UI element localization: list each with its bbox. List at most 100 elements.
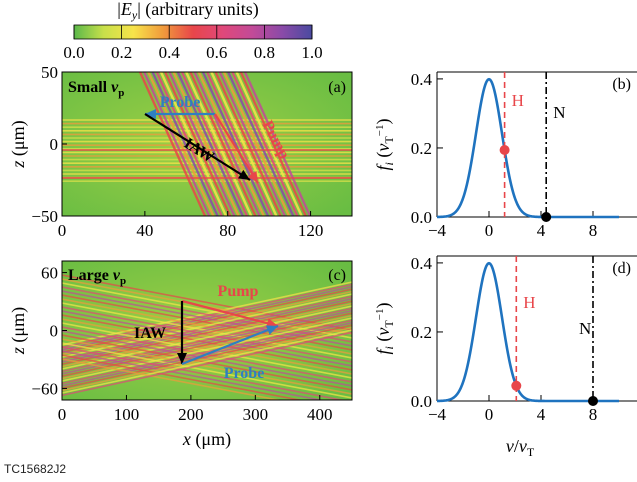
colorbar-bar — [73, 24, 313, 40]
beam-stripe — [62, 310, 352, 375]
heatmap-c-beams — [62, 274, 352, 400]
beam-stripe — [62, 329, 352, 394]
beam-stripe — [172, 72, 240, 216]
y-tick-label: 0.0 — [411, 392, 432, 411]
beam-stripe — [138, 72, 207, 216]
y-tick-label: 0.2 — [411, 139, 432, 158]
panel-c-letter: (c) — [328, 267, 346, 284]
beam-stripe — [222, 72, 291, 216]
arrow-iaw — [144, 113, 251, 181]
beam-stripe — [62, 358, 283, 400]
x-tick-label: 200 — [178, 405, 204, 424]
beam-stripe — [62, 322, 352, 379]
beam-stripe — [218, 72, 286, 216]
colorbar-tick-label: 0.0 — [63, 43, 84, 62]
x-tick-label: −4 — [428, 405, 447, 424]
y-tick-label: 0.4 — [411, 70, 433, 89]
arrow-pump — [214, 113, 259, 184]
colorbar-tick-label: 1.0 — [301, 43, 322, 62]
beam-stripe — [235, 72, 303, 216]
beam-stripe — [227, 72, 295, 216]
colorbar: |Ey| (arbitrary units) 0.0 0.2 0.4 0.6 0.8 1.… — [63, 0, 322, 62]
beam-stripe — [155, 72, 223, 216]
beam-stripe — [62, 326, 352, 392]
y-axis-label: z (μm) — [8, 307, 29, 355]
colorbar-tick-label: 0.2 — [111, 43, 132, 62]
annotation-probe: Probe — [224, 365, 265, 382]
plot-d: −4 0 4 8 0.4 0.2 0.0 fi (vT−1) H N (d) — [373, 254, 637, 424]
y-tick-label: 0.4 — [411, 254, 433, 273]
beam-stripe — [62, 331, 352, 397]
marker-H — [511, 380, 522, 391]
beam-stripe — [206, 72, 274, 216]
colorbar-ticks: 0.0 0.2 0.4 0.6 0.8 1.0 — [63, 25, 323, 62]
arrow-pump-head — [247, 171, 258, 183]
panel-d: −4 0 4 8 0.4 0.2 0.0 fi (vT−1) H N (d) v/vT — [373, 254, 637, 459]
beam-stripe — [197, 72, 265, 216]
beam-stripe — [214, 72, 282, 216]
beam-stripe — [62, 312, 352, 377]
beam-stripe — [185, 72, 253, 216]
beam-stripe — [151, 72, 219, 216]
beam-stripe — [62, 319, 352, 385]
arrow-iaw-head — [238, 169, 250, 180]
panel-letter: (d) — [612, 260, 631, 277]
marker-H — [499, 145, 510, 156]
beam-stripe — [62, 338, 352, 395]
plot-b: −4 0 4 8 0.4 0.2 0.0 fi (vT−1) H N (b) — [373, 70, 637, 240]
y-tick-label: 0.0 — [411, 208, 432, 227]
x-tick-label: 0 — [485, 221, 494, 240]
beam-stripe — [62, 281, 352, 346]
beam-stripe — [62, 317, 352, 382]
x-tick-label: 120 — [298, 221, 324, 240]
beam-stripe — [62, 350, 325, 400]
arrow-probe-head — [145, 109, 156, 119]
beam-stripe — [62, 305, 352, 370]
beam-stripe — [62, 298, 352, 363]
heatmap-c-xlabel: x (μm) — [182, 429, 231, 450]
beam-stripe — [189, 72, 257, 216]
series-line — [436, 261, 619, 403]
beam-stripe — [180, 72, 249, 216]
vline-label-H: H — [523, 293, 535, 312]
beam-stripe — [62, 342, 352, 399]
y-tick-label: −50 — [31, 207, 58, 226]
y-tick-label: 0 — [50, 135, 59, 154]
vline-label-N: N — [553, 103, 565, 122]
annotation-probe: Probe — [160, 94, 201, 111]
beam-stripe — [164, 72, 232, 216]
x-tick-label: 8 — [589, 405, 598, 424]
plot-d-xlabel: v/vT — [506, 436, 535, 459]
y-axis-label: z (μm) — [8, 120, 29, 168]
arrow-probe-head — [265, 325, 278, 335]
beam-stripe — [243, 72, 312, 216]
annotation-pump: Pump — [218, 283, 259, 300]
beam-stripe — [231, 72, 299, 216]
beam-stripe — [62, 324, 352, 389]
heatmap-c-annotations: Pump IAW Probe — [134, 283, 279, 382]
beam-stripe — [62, 288, 352, 353]
y-axis-label: fi (vT−1) — [373, 303, 396, 355]
x-tick-label: 8 — [589, 221, 598, 240]
heatmap-a-beams — [62, 72, 352, 216]
arrow-probe — [181, 324, 279, 366]
beam-stripe — [147, 72, 215, 216]
x-tick-label: 100 — [114, 405, 140, 424]
y-tick-label: 50 — [41, 63, 58, 82]
series-line — [436, 77, 619, 219]
beam-stripe — [62, 310, 352, 367]
colorbar-tick-label: 0.4 — [159, 43, 181, 62]
arrow-iaw-head — [177, 353, 187, 364]
marker-N — [588, 396, 598, 406]
x-tick-label: 40 — [136, 221, 153, 240]
beam-stripe — [168, 72, 236, 216]
annotation-iaw: IAW — [134, 325, 166, 342]
heatmap-c-title: Large vp — [68, 267, 126, 287]
beam-stripe — [239, 72, 307, 216]
beam-stripe — [210, 72, 278, 216]
colorbar-title: |Ey| (arbitrary units) — [117, 0, 259, 22]
